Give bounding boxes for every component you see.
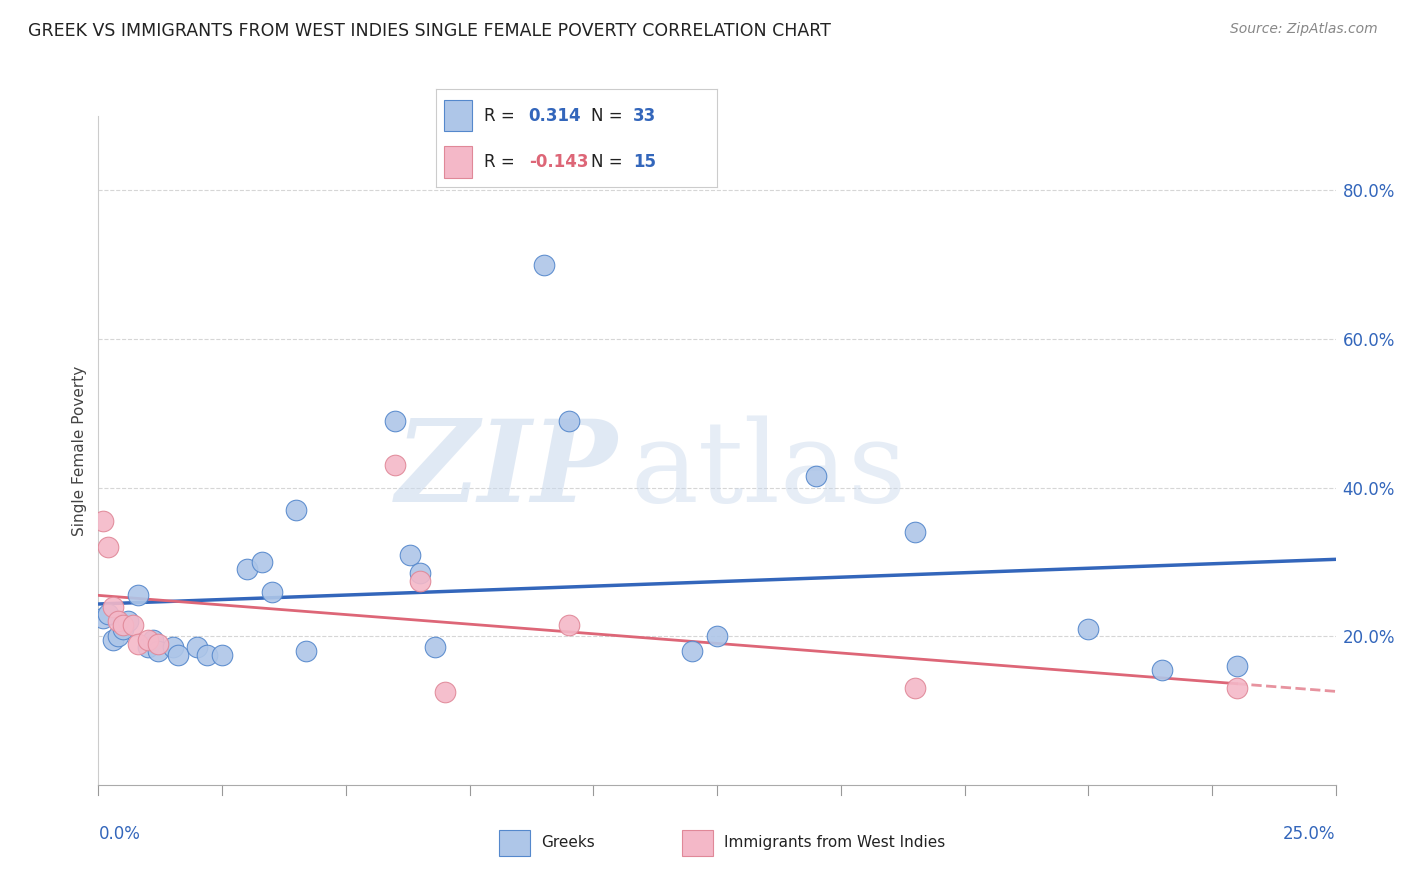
Text: 25.0%: 25.0% (1284, 825, 1336, 843)
Text: 15: 15 (633, 153, 655, 170)
Text: N =: N = (591, 153, 627, 170)
Point (1226, 681, 1249, 696)
Text: 0.0%: 0.0% (98, 825, 141, 843)
Point (250, 555, 273, 569)
Text: Source: ZipAtlas.com: Source: ZipAtlas.com (1230, 22, 1378, 37)
Point (804, 469, 827, 483)
Point (260, 584, 283, 599)
Point (195, 648, 218, 662)
Point (681, 644, 703, 658)
Point (127, 637, 149, 651)
Point (136, 633, 159, 648)
Point (1226, 659, 1249, 673)
Point (146, 644, 169, 658)
Point (93, 611, 115, 625)
Point (295, 644, 318, 658)
Point (557, 414, 579, 428)
Point (533, 258, 555, 272)
Point (1077, 622, 1099, 636)
Point (384, 458, 406, 473)
Point (122, 618, 145, 632)
Point (97, 540, 120, 554)
Text: N =: N = (591, 107, 627, 125)
Point (1152, 663, 1174, 677)
Point (166, 648, 188, 662)
Point (285, 503, 308, 517)
Point (399, 548, 422, 562)
Point (136, 640, 159, 655)
Point (409, 566, 432, 581)
Point (706, 629, 728, 643)
Point (409, 574, 432, 588)
Point (433, 685, 456, 699)
Text: R =: R = (484, 107, 520, 125)
Y-axis label: Single Female Poverty: Single Female Poverty (72, 366, 87, 535)
Point (112, 618, 135, 632)
Point (146, 637, 169, 651)
Text: GREEK VS IMMIGRANTS FROM WEST INDIES SINGLE FEMALE POVERTY CORRELATION CHART: GREEK VS IMMIGRANTS FROM WEST INDIES SIN… (28, 22, 831, 40)
Text: Greeks: Greeks (541, 836, 595, 850)
Text: R =: R = (484, 153, 520, 170)
Point (236, 562, 259, 576)
Point (904, 681, 927, 696)
Point (112, 622, 135, 636)
Bar (444, 146, 472, 178)
Point (93, 514, 115, 528)
Point (162, 640, 184, 655)
Text: ZIP: ZIP (396, 415, 619, 526)
Bar (444, 100, 472, 131)
Point (117, 615, 139, 629)
Point (127, 589, 149, 603)
Text: Immigrants from West Indies: Immigrants from West Indies (724, 836, 945, 850)
Point (103, 599, 125, 614)
Point (423, 640, 446, 655)
Point (103, 633, 125, 648)
Point (904, 525, 927, 540)
Point (107, 629, 129, 643)
Point (97, 607, 120, 621)
Text: 33: 33 (633, 107, 657, 125)
Text: 0.314: 0.314 (529, 107, 581, 125)
Point (107, 615, 129, 629)
Text: atlas: atlas (630, 416, 907, 525)
Text: -0.143: -0.143 (529, 153, 588, 170)
Point (557, 618, 579, 632)
Point (384, 414, 406, 428)
Point (186, 640, 208, 655)
Point (142, 633, 165, 648)
Point (211, 648, 233, 662)
